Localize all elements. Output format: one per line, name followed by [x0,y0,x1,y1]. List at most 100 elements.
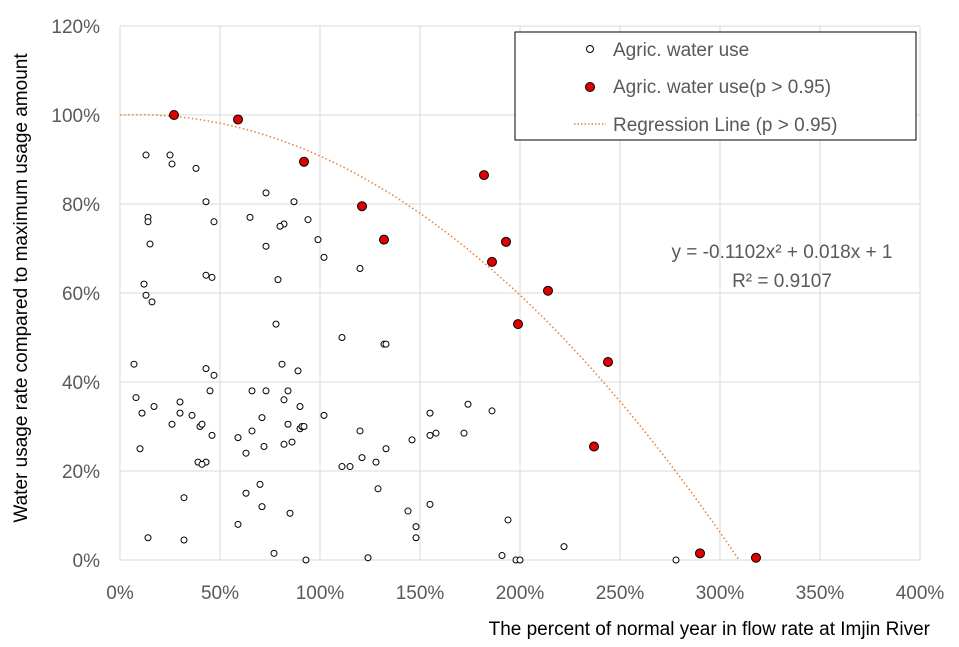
data-point-open [426,431,434,439]
data-point-open [408,436,416,444]
data-point-open [258,503,266,511]
data-point-open [276,222,284,230]
data-point-open [288,438,296,446]
data-point-open [286,509,294,517]
data-point-open [672,556,680,564]
x-tick-label: 50% [201,583,239,604]
data-point-open [132,394,140,402]
data-point-red [379,234,389,245]
data-point-open [412,534,420,542]
data-point-open [176,409,184,417]
data-point-open [296,402,304,410]
x-tick-label: 200% [496,583,545,604]
data-point-open [130,360,138,368]
data-point-open [242,489,250,497]
data-point-open [262,387,270,395]
data-point-open [314,236,322,244]
x-tick-label: 300% [696,583,745,604]
data-point-open [188,411,196,419]
data-point-open [202,198,210,206]
legend-label-regression: Regression Line (p > 0.95) [613,115,837,136]
y-tick-label: 20% [62,462,100,483]
data-point-open [248,427,256,435]
data-point-open [358,454,366,462]
data-point-open [256,480,264,488]
data-point-open [248,387,256,395]
data-point-red [543,285,553,296]
data-point-open [304,216,312,224]
data-point-open [146,240,154,248]
data-point-open [234,434,242,442]
data-point-open [198,420,206,428]
equation-line-1: y = -0.1102x² + 0.018x + 1 [672,242,893,263]
y-tick-label: 120% [51,17,100,38]
data-point-open [320,411,328,419]
data-point-open [210,371,218,379]
data-point-open [136,445,144,453]
regression-curve [119,113,740,561]
legend-label-open: Agric. water use [613,40,749,61]
data-point-open [488,407,496,415]
data-point-open [168,160,176,168]
data-point-red [169,110,179,120]
data-point-open [374,485,382,493]
regression-line [119,113,740,561]
data-point-open [144,534,152,542]
data-point-open [302,556,310,564]
data-point-open [274,276,282,284]
data-point-red [479,170,489,181]
data-point-open [464,400,472,408]
data-point-open [272,320,280,328]
data-point-open [338,463,346,471]
data-point-open [290,198,298,206]
data-point-red [357,201,367,212]
data-point-open [412,523,420,531]
legend: Agric. water use Agric. water use(p > 0.… [514,31,917,141]
x-tick-label: 350% [796,583,845,604]
data-point-open [372,458,380,466]
y-tick-label: 100% [51,106,100,127]
data-point-open [426,409,434,417]
legend-marker-red [585,82,595,92]
data-point-open [202,365,210,373]
y-tick-label: 60% [62,284,100,305]
x-tick-label: 0% [106,583,134,604]
data-point-open [504,516,512,524]
equation-annotation: y = -0.1102x² + 0.018x + 1 R² = 0.9107 [672,242,893,292]
data-point-open [258,414,266,422]
data-point-open [234,520,242,528]
data-point-open [270,549,278,557]
data-point-red [695,548,705,559]
data-point-open [338,334,346,341]
data-point-open [382,340,390,348]
data-point-open [168,420,176,428]
data-point-open [246,213,254,221]
data-point-open [148,298,156,306]
tick-labels: 0% 50% 100% 150% 200% 250% 300% 350% 400% 0% 20% 40… [51,17,944,604]
data-point-open [498,552,506,560]
data-point-red [233,114,243,125]
data-point-open [284,420,292,428]
data-point-open [198,460,206,468]
data-point-open [364,554,372,562]
data-point-red [487,256,497,267]
legend-marker-open [586,45,594,53]
data-point-open [284,387,292,395]
data-point-open [356,265,364,273]
data-point-open [166,151,174,159]
data-point-open [140,280,148,288]
data-point-open [138,409,146,417]
x-tick-label: 100% [296,583,345,604]
data-point-open [206,387,214,395]
data-point-open [278,360,286,368]
data-point-open [180,536,188,544]
legend-box [514,31,917,141]
data-point-open [262,189,270,197]
data-point-red [603,356,613,367]
data-point-open [176,398,184,406]
data-point-open [320,253,328,261]
y-tick-label: 0% [73,551,101,572]
data-point-open [142,291,150,299]
data-point-open [426,500,434,508]
